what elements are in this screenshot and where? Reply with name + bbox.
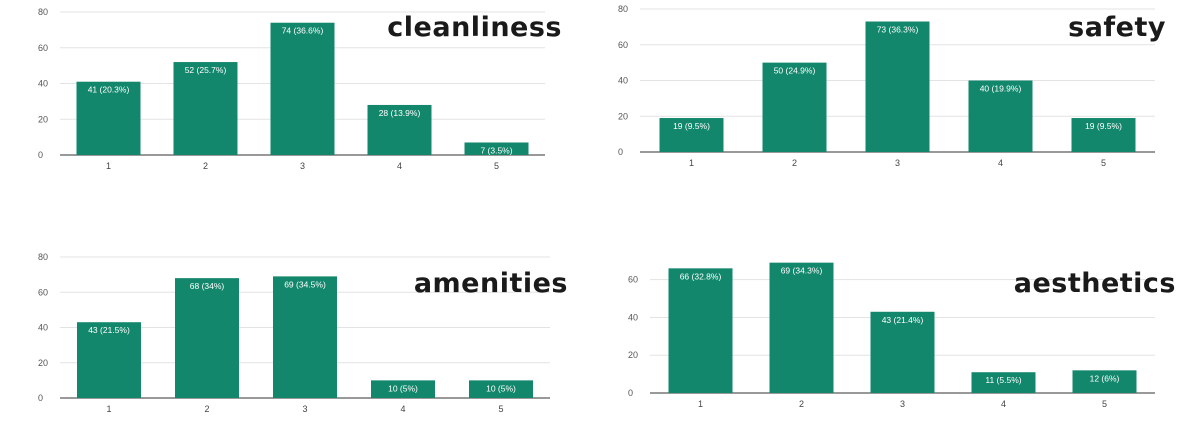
bar <box>76 81 141 155</box>
bar-data-label: 69 (34.5%) <box>284 279 326 289</box>
x-tick-label: 2 <box>792 158 797 168</box>
bar <box>865 21 930 153</box>
bar-data-label: 73 (36.3%) <box>877 25 919 35</box>
chart-aesthetics: 0 20 40 60 66 (32.8%) 1 69 (34.3%) 2 43 (21.4%) 3… <box>620 248 1180 425</box>
y-tick-label: 80 <box>38 7 48 17</box>
chart-title: amenities <box>413 268 568 299</box>
y-tick-label: 20 <box>38 114 48 124</box>
bar-data-label: 66 (32.8%) <box>680 271 722 281</box>
bar <box>968 80 1033 152</box>
bar-data-label: 68 (34%) <box>190 281 225 291</box>
bar-data-label: 41 (20.3%) <box>88 85 130 95</box>
bar <box>270 22 335 155</box>
chart-title: safety <box>1068 12 1166 43</box>
bar-data-label: 12 (6%) <box>1090 373 1120 383</box>
bar <box>469 380 533 398</box>
bar <box>367 104 432 155</box>
x-tick-label: 5 <box>494 161 499 171</box>
bar <box>371 380 435 398</box>
bar <box>659 118 724 152</box>
bar-data-label: 11 (5.5%) <box>985 375 1021 385</box>
x-tick-label: 1 <box>106 161 111 171</box>
chart-svg: 0 20 40 60 66 (32.8%) 1 69 (34.3%) 2 43 (21.4%) 3… <box>628 262 1155 409</box>
bar-data-label: 10 (5%) <box>486 383 516 393</box>
x-tick-label: 2 <box>799 399 804 409</box>
y-tick-label: 60 <box>38 43 48 53</box>
y-tick-label: 0 <box>38 150 43 160</box>
x-tick-label: 2 <box>204 404 209 414</box>
y-tick-label: 60 <box>628 275 638 285</box>
bar-data-label: 40 (19.9%) <box>980 84 1022 94</box>
bar <box>77 322 141 398</box>
chart-cleanliness: 0 20 40 60 80 41 (20.3%) 1 52 (25.7%) 2 74 (36.6%… <box>30 0 570 180</box>
bar-data-label: 69 (34.3%) <box>781 266 823 276</box>
bar <box>971 372 1036 393</box>
bar-data-label: 7 (3.5%) <box>480 145 512 155</box>
y-tick-label: 20 <box>618 111 628 121</box>
x-tick-label: 3 <box>302 404 307 414</box>
y-tick-label: 80 <box>618 4 628 14</box>
bar-data-label: 43 (21.4%) <box>882 315 924 325</box>
x-tick-label: 1 <box>698 399 703 409</box>
chart-svg: 0 20 40 60 80 19 (9.5%) 1 50 (24.9%) 2 73 (36.3%)… <box>618 4 1155 168</box>
bar <box>668 268 733 393</box>
y-tick-label: 80 <box>38 252 48 262</box>
y-tick-label: 60 <box>618 40 628 50</box>
bar-data-label: 28 (13.9%) <box>379 108 421 118</box>
chart-title: cleanliness <box>387 12 562 43</box>
bar-data-label: 43 (21.5%) <box>88 325 130 335</box>
x-tick-label: 4 <box>397 161 402 171</box>
x-tick-label: 5 <box>1101 158 1106 168</box>
x-tick-label: 4 <box>1001 399 1006 409</box>
y-tick-label: 20 <box>628 350 638 360</box>
y-tick-label: 40 <box>628 312 638 322</box>
chart-svg: 0 20 40 60 80 43 (21.5%) 1 68 (34%) 2 69 (34.5%) 3… <box>38 252 550 414</box>
bar <box>464 142 529 155</box>
bar <box>870 311 935 393</box>
y-tick-label: 60 <box>38 287 48 297</box>
bar <box>1071 118 1136 152</box>
x-tick-label: 1 <box>689 158 694 168</box>
x-tick-label: 3 <box>300 161 305 171</box>
y-tick-label: 0 <box>38 393 43 403</box>
y-tick-label: 40 <box>38 323 48 333</box>
x-tick-label: 5 <box>498 404 503 414</box>
bar-data-label: 10 (5%) <box>388 383 418 393</box>
x-tick-label: 1 <box>106 404 111 414</box>
bar-data-label: 50 (24.9%) <box>774 66 816 76</box>
y-tick-label: 40 <box>618 76 628 86</box>
bar <box>1072 370 1137 393</box>
bar <box>769 262 834 393</box>
bar-data-label: 74 (36.6%) <box>282 26 324 36</box>
bar-data-label: 19 (9.5%) <box>673 121 710 131</box>
bar <box>175 278 239 398</box>
bar <box>762 62 827 152</box>
bar <box>173 62 238 155</box>
x-tick-label: 5 <box>1102 399 1107 409</box>
bar-data-label: 19 (9.5%) <box>1085 121 1122 131</box>
x-tick-label: 4 <box>998 158 1003 168</box>
x-tick-label: 3 <box>895 158 900 168</box>
x-tick-label: 2 <box>203 161 208 171</box>
y-tick-label: 0 <box>628 388 633 398</box>
chart-svg: 0 20 40 60 80 41 (20.3%) 1 52 (25.7%) 2 74 (36.6%… <box>38 7 545 171</box>
y-tick-label: 40 <box>38 79 48 89</box>
y-tick-label: 20 <box>38 358 48 368</box>
chart-amenities: 0 20 40 60 80 43 (21.5%) 1 68 (34%) 2 69 (34.5%) 3… <box>30 248 570 425</box>
x-tick-label: 4 <box>400 404 405 414</box>
bar-data-label: 52 (25.7%) <box>185 65 227 75</box>
chart-title: aesthetics <box>1013 268 1176 299</box>
y-tick-label: 0 <box>618 147 623 157</box>
bar <box>273 276 337 398</box>
chart-safety: 0 20 40 60 80 19 (9.5%) 1 50 (24.9%) 2 73 (36.3%)… <box>610 0 1170 180</box>
x-tick-label: 3 <box>900 399 905 409</box>
